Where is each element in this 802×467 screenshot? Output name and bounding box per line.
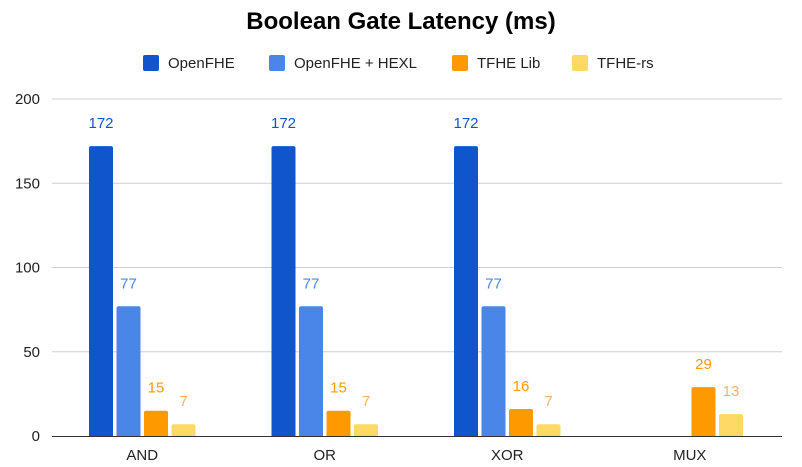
- y-tick-label: 150: [15, 175, 40, 192]
- data-label: 15: [330, 380, 347, 397]
- legend-swatch: [452, 55, 468, 71]
- data-label: 7: [544, 393, 552, 410]
- legend-label: OpenFHE + HEXL: [294, 55, 417, 72]
- data-label: 16: [513, 378, 530, 395]
- data-label: 77: [120, 275, 137, 292]
- data-label: 7: [362, 393, 370, 410]
- data-label: 29: [695, 356, 712, 373]
- data-label: 7: [179, 393, 187, 410]
- bar: [171, 424, 196, 436]
- y-axis-ticks: 0 50 100 150 200: [15, 91, 40, 445]
- data-label: 172: [271, 115, 296, 132]
- bar: [536, 424, 561, 436]
- data-label: 15: [148, 380, 165, 397]
- x-tick-label: AND: [126, 447, 158, 464]
- chart-title: Boolean Gate Latency (ms): [246, 8, 555, 35]
- legend: OpenFHE OpenFHE + HEXL TFHE Lib TFHE-rs: [143, 55, 654, 72]
- x-tick-label: XOR: [491, 447, 524, 464]
- bar: [326, 410, 351, 436]
- data-label: 172: [88, 115, 113, 132]
- bar: [144, 410, 168, 436]
- y-tick-label: 200: [15, 91, 40, 108]
- legend-label: OpenFHE: [168, 55, 235, 72]
- bar: [116, 306, 141, 436]
- bar: [481, 306, 506, 436]
- legend-swatch: [269, 55, 285, 71]
- bar: [691, 387, 716, 436]
- x-tick-label: MUX: [673, 447, 706, 464]
- bar: [271, 146, 296, 436]
- x-tick-label: OR: [314, 447, 337, 464]
- bars: [89, 146, 743, 436]
- bar: [299, 306, 323, 436]
- data-label: 13: [723, 383, 740, 400]
- bar: [354, 424, 378, 436]
- bar: [719, 414, 743, 436]
- legend-label: TFHE Lib: [477, 55, 540, 72]
- data-labels: 172 77 15 7 172 77 15 7 172 77 16 7 29 13: [88, 115, 739, 410]
- legend-label: TFHE-rs: [597, 55, 654, 72]
- y-tick-label: 0: [32, 428, 40, 445]
- y-tick-label: 100: [15, 260, 40, 277]
- x-axis-labels: AND OR XOR MUX: [126, 447, 706, 464]
- data-label: 172: [453, 115, 478, 132]
- legend-swatch: [572, 55, 588, 71]
- bar: [509, 409, 533, 436]
- y-tick-label: 50: [23, 344, 40, 361]
- gridlines: [52, 98, 782, 353]
- bar: [454, 146, 478, 436]
- data-label: 77: [303, 275, 320, 292]
- legend-swatch: [143, 55, 159, 71]
- bar: [89, 146, 113, 436]
- data-label: 77: [485, 275, 502, 292]
